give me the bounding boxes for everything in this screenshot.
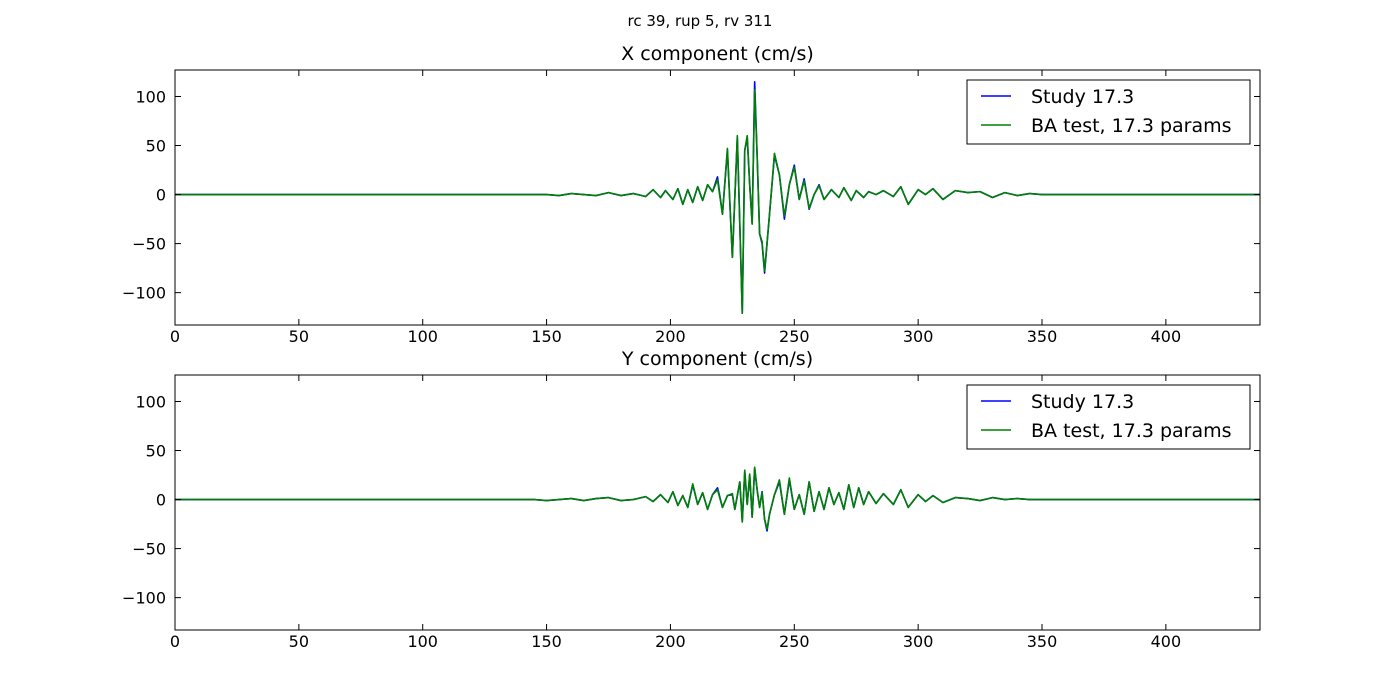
y-component-axes: Y component (cm/s) 0 50 100 150 200 250 300 350 4…	[122, 348, 1261, 651]
y-tick-label: 50	[146, 137, 166, 156]
y-tick-label: −50	[132, 235, 166, 254]
x-tick-label: 300	[903, 327, 934, 346]
x-tick-label: 250	[779, 327, 810, 346]
figure-suptitle: rc 39, rup 5, rv 311	[628, 12, 773, 30]
y-tick-label: 100	[135, 87, 166, 106]
y-tick-label: 50	[146, 442, 166, 461]
y-tick-label: −100	[122, 589, 166, 608]
x-component-axes: X component (cm/s) 0 50 100 150 200 250 300 350 4…	[122, 43, 1261, 346]
legend: Study 17.3 BA test, 17.3 params	[966, 384, 1251, 450]
axes-frame	[174, 374, 1261, 631]
x-tick-label: 150	[531, 327, 562, 346]
x-tick-label: 0	[170, 632, 180, 651]
x-tick-label: 250	[779, 632, 810, 651]
legend: Study 17.3 BA test, 17.3 params	[966, 79, 1251, 145]
x-tick-label: 400	[1151, 632, 1182, 651]
series-line	[175, 466, 1260, 530]
x-tick-label: 100	[407, 327, 438, 346]
x-tick-label: 50	[289, 327, 309, 346]
x-tick-label: 200	[655, 327, 686, 346]
y-tick-label: −50	[132, 540, 166, 559]
y-tick-label: 0	[156, 491, 166, 510]
y-tick-label: −100	[122, 284, 166, 303]
x-tick-label: 350	[1027, 327, 1058, 346]
x-tick-label: 150	[531, 632, 562, 651]
y-tick-label: 0	[156, 186, 166, 205]
legend-label: Study 17.3	[1031, 86, 1134, 108]
x-tick-label: 400	[1151, 327, 1182, 346]
x-tick-label: 350	[1027, 632, 1058, 651]
legend-label: Study 17.3	[1031, 391, 1134, 413]
legend-label: BA test, 17.3 params	[1031, 420, 1232, 442]
x-tick-label: 200	[655, 632, 686, 651]
x-tick-label: 100	[407, 632, 438, 651]
legend-box	[966, 79, 1251, 145]
x-tick-label: 300	[903, 632, 934, 651]
axes-frame	[174, 69, 1261, 326]
axes-title: X component (cm/s)	[621, 43, 814, 65]
x-tick-label: 0	[170, 327, 180, 346]
x-tick-label: 50	[289, 632, 309, 651]
axes-title: Y component (cm/s)	[621, 348, 813, 370]
legend-label: BA test, 17.3 params	[1031, 115, 1232, 137]
legend-box	[966, 384, 1251, 450]
series-line	[175, 88, 1260, 315]
y-tick-label: 100	[135, 392, 166, 411]
